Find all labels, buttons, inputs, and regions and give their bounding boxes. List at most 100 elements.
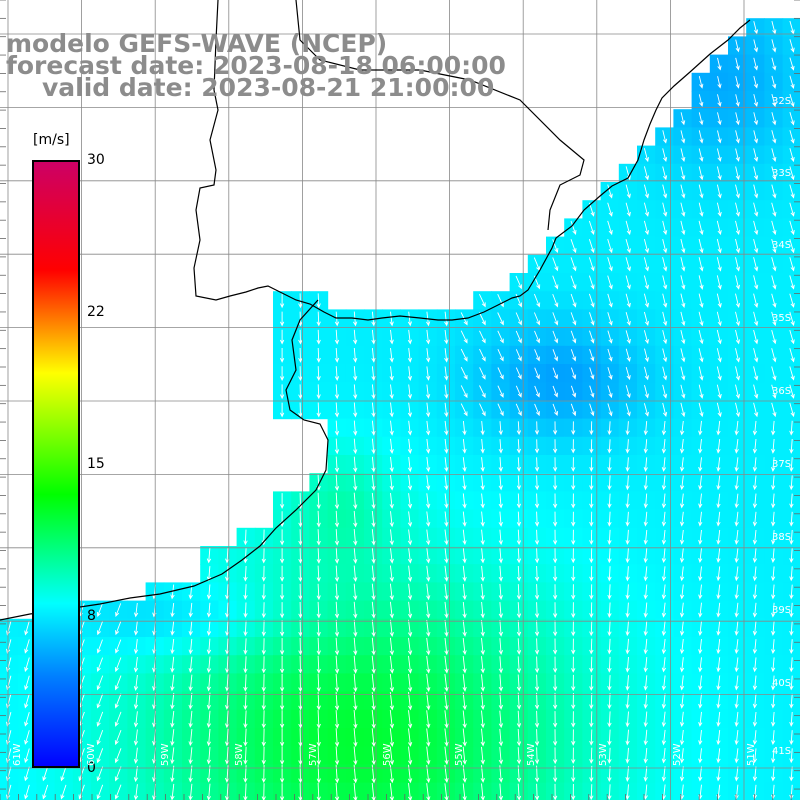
wind-arrow	[115, 621, 122, 636]
wind-arrow	[643, 184, 650, 199]
wind-arrow	[114, 711, 122, 727]
wind-arrow	[698, 730, 703, 746]
wind-arrow	[789, 402, 795, 418]
wind-arrow	[771, 438, 776, 454]
wind-arrow	[243, 746, 248, 765]
wind-arrow	[752, 730, 758, 746]
wind-arrow	[643, 784, 648, 800]
wind-arrow	[771, 511, 776, 527]
wind-arrow	[24, 784, 30, 800]
wind-arrow	[753, 238, 759, 254]
lon-label-51w: 51W	[746, 743, 757, 766]
wind-arrow	[607, 566, 612, 582]
wind-arrow	[133, 729, 139, 746]
wind-arrow	[407, 511, 413, 527]
wind-arrow	[243, 638, 248, 655]
wind-arrow	[552, 239, 559, 254]
wind-arrow	[607, 257, 613, 272]
wind-arrow	[389, 583, 394, 601]
wind-arrow	[735, 257, 741, 272]
wind-arrow	[371, 492, 376, 510]
wind-arrow	[771, 748, 776, 764]
wind-arrow	[734, 711, 739, 727]
wind-arrow	[771, 238, 777, 254]
wind-arrow	[353, 601, 358, 619]
wind-arrow	[243, 529, 248, 546]
wind-arrow	[408, 783, 413, 800]
wind-arrow	[753, 366, 759, 381]
wind-arrow	[771, 620, 776, 636]
wind-arrow	[515, 330, 522, 344]
wind-arrow	[552, 457, 558, 472]
wind-arrow	[444, 366, 449, 381]
wind-arrow	[389, 728, 395, 747]
wind-arrow	[643, 638, 648, 655]
wind-arrow	[480, 656, 485, 674]
wind-arrow	[589, 493, 594, 509]
lon-label-56w: 56W	[382, 743, 393, 766]
wind-arrow	[661, 475, 667, 491]
wind-speed-cell	[782, 400, 800, 420]
wind-arrow	[552, 475, 558, 491]
wind-arrow	[735, 39, 740, 53]
wind-arrow	[552, 330, 559, 344]
wind-arrow	[462, 692, 467, 711]
wind-arrow	[625, 293, 631, 308]
wind-arrow	[407, 438, 413, 454]
wind-arrow	[680, 293, 686, 309]
wind-speed-cell	[782, 236, 800, 256]
wind-arrow	[698, 657, 703, 673]
colorbar-tick-15: 15	[87, 456, 105, 472]
wind-arrow	[716, 475, 721, 491]
wind-speed-cell	[782, 127, 800, 147]
wind-arrow	[716, 566, 721, 582]
wind-arrow	[771, 711, 776, 727]
wind-arrow	[625, 403, 631, 417]
wind-arrow	[516, 728, 522, 747]
wind-arrow	[334, 456, 340, 473]
wind-arrow	[279, 329, 285, 345]
wind-speed-cell	[782, 200, 800, 219]
wind-arrow	[662, 366, 668, 381]
wind-arrow	[735, 293, 741, 309]
wind-arrow	[571, 493, 576, 509]
wind-arrow	[571, 783, 576, 800]
wind-arrow	[552, 403, 559, 417]
wind-arrow	[625, 548, 630, 564]
wind-speed-cell	[782, 91, 800, 110]
wind-arrow	[753, 384, 759, 400]
wind-arrow	[316, 673, 321, 693]
wind-arrow	[408, 746, 413, 766]
wind-arrow	[552, 349, 559, 362]
wind-arrow	[534, 349, 540, 362]
wind-arrow	[407, 529, 413, 546]
wind-arrow	[661, 711, 666, 728]
wind-arrow	[516, 710, 522, 729]
lon-label-55w: 55W	[454, 743, 465, 766]
wind-arrow	[353, 510, 358, 528]
wind-arrow	[571, 602, 576, 619]
wind-arrow	[516, 602, 522, 619]
wind-arrow	[717, 94, 722, 107]
wind-arrow	[789, 202, 795, 217]
wind-arrow	[498, 511, 503, 527]
wind-arrow	[516, 656, 522, 674]
wind-arrow	[771, 329, 777, 345]
wind-arrow	[734, 566, 739, 582]
wind-arrow	[316, 366, 321, 382]
wind-arrow	[662, 275, 668, 290]
lat-label-37s: 37S	[772, 459, 792, 470]
wind-arrow	[371, 311, 376, 327]
wind-arrow	[480, 620, 485, 637]
wind-arrow	[426, 366, 431, 381]
wind-arrow	[680, 366, 686, 381]
wind-arrow	[552, 257, 559, 272]
wind-arrow	[279, 529, 285, 546]
wind-arrow	[625, 184, 631, 199]
wind-arrow	[353, 547, 358, 564]
wind-arrow	[680, 112, 686, 126]
wind-arrow	[408, 673, 413, 693]
wind-arrow	[460, 348, 468, 362]
wind-arrow	[353, 583, 358, 601]
wind-arrow	[643, 439, 648, 454]
